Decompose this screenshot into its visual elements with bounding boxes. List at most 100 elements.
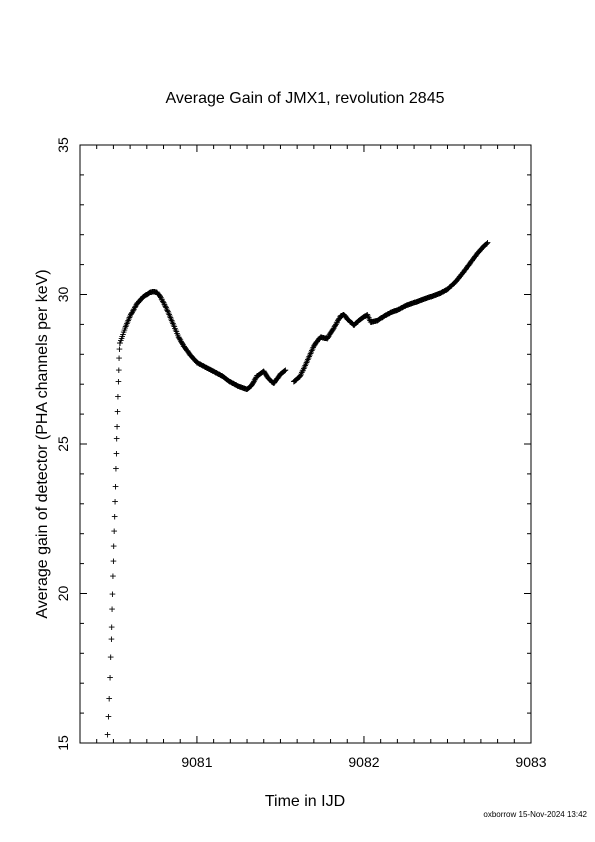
data-point: + — [272, 374, 279, 387]
data-point: + — [116, 351, 123, 364]
data-point: + — [396, 302, 403, 315]
data-point: + — [219, 370, 226, 383]
data-point: + — [329, 323, 336, 336]
data-point: + — [217, 368, 224, 381]
data-point: + — [163, 301, 170, 314]
data-point: + — [453, 274, 460, 287]
x-tick-label: 9083 — [515, 754, 546, 770]
data-point: + — [107, 650, 114, 663]
data-point: + — [354, 315, 361, 328]
data-point: + — [268, 374, 275, 387]
data-point: + — [202, 360, 209, 373]
data-point: + — [372, 314, 379, 327]
data-point: + — [122, 321, 129, 334]
data-point: + — [171, 320, 178, 333]
data-point: + — [250, 376, 257, 389]
data-point: + — [462, 263, 469, 276]
data-point: + — [378, 311, 385, 324]
chart-title: Average Gain of JMX1, revolution 2845 — [166, 90, 445, 107]
data-point: + — [279, 366, 286, 379]
data-point: + — [433, 288, 440, 301]
data-point: + — [385, 307, 392, 320]
data-point: + — [235, 379, 242, 392]
data-point: + — [317, 330, 324, 343]
y-tick-label: 15 — [55, 735, 71, 751]
data-point: + — [228, 376, 235, 389]
data-point: + — [262, 367, 269, 380]
data-point: + — [265, 372, 272, 385]
data-point: + — [128, 307, 135, 320]
data-point: + — [198, 358, 205, 371]
data-point: + — [319, 331, 326, 344]
data-point: + — [175, 329, 182, 342]
data-point: + — [244, 382, 251, 395]
data-point: + — [199, 359, 206, 372]
axes: 9081 9082 9083 15 20 25 30 35 — [55, 137, 547, 770]
data-point: + — [383, 308, 390, 321]
data-point: + — [245, 382, 252, 395]
data-point: + — [217, 368, 224, 381]
data-point: + — [388, 306, 395, 319]
data-point: + — [162, 300, 169, 313]
data-point: + — [347, 315, 354, 328]
data-point: + — [407, 297, 414, 310]
data-point: + — [163, 303, 170, 316]
data-point: + — [401, 300, 408, 313]
data-point: + — [208, 363, 215, 376]
data-point: + — [468, 256, 475, 269]
x-tick-label: 9081 — [181, 754, 212, 770]
data-point: + — [242, 382, 249, 395]
data-point: + — [225, 374, 232, 387]
data-point: + — [432, 288, 439, 301]
data-point: + — [123, 318, 130, 331]
data-point: + — [183, 343, 190, 356]
data-point: + — [164, 304, 171, 317]
data-point: + — [327, 328, 334, 341]
data-point: + — [125, 314, 132, 327]
data-point: + — [430, 289, 437, 302]
data-point: + — [311, 338, 318, 351]
data-point: + — [167, 311, 174, 324]
data-point: + — [126, 312, 133, 325]
data-point: + — [292, 373, 299, 386]
data-point: + — [280, 365, 287, 378]
data-point: + — [363, 309, 370, 322]
data-point: + — [295, 372, 302, 385]
data-point: + — [325, 331, 332, 344]
data-point: + — [274, 372, 281, 385]
data-point: + — [409, 297, 416, 310]
data-point: + — [392, 304, 399, 317]
data-point: + — [339, 309, 346, 322]
data-point: + — [332, 319, 339, 332]
data-point: + — [194, 356, 201, 369]
data-point: + — [400, 300, 407, 313]
data-point: + — [254, 369, 261, 382]
data-point: + — [166, 309, 173, 322]
data-point: + — [236, 380, 243, 393]
data-point: + — [333, 317, 340, 330]
data-point: + — [369, 315, 376, 328]
data-point: + — [154, 286, 161, 299]
data-point: + — [471, 251, 478, 264]
data-point: + — [319, 331, 326, 344]
data-point: + — [113, 462, 120, 475]
data-point: + — [398, 302, 405, 315]
data-point: + — [282, 363, 289, 376]
data-point: + — [463, 262, 470, 275]
data-point: + — [129, 305, 136, 318]
data-point: + — [333, 318, 340, 331]
data-point: + — [315, 333, 322, 346]
data-point: + — [169, 315, 176, 328]
data-point: + — [323, 332, 330, 345]
data-point: + — [383, 308, 390, 321]
data-point: + — [239, 381, 246, 394]
data-point: + — [370, 315, 377, 328]
data-point: + — [465, 259, 472, 272]
data-point: + — [203, 361, 210, 374]
data-point: + — [146, 286, 153, 299]
data-point: + — [415, 294, 422, 307]
data-point: + — [235, 380, 242, 393]
data-point: + — [443, 283, 450, 296]
data-point: + — [390, 305, 397, 318]
data-point: + — [441, 284, 448, 297]
